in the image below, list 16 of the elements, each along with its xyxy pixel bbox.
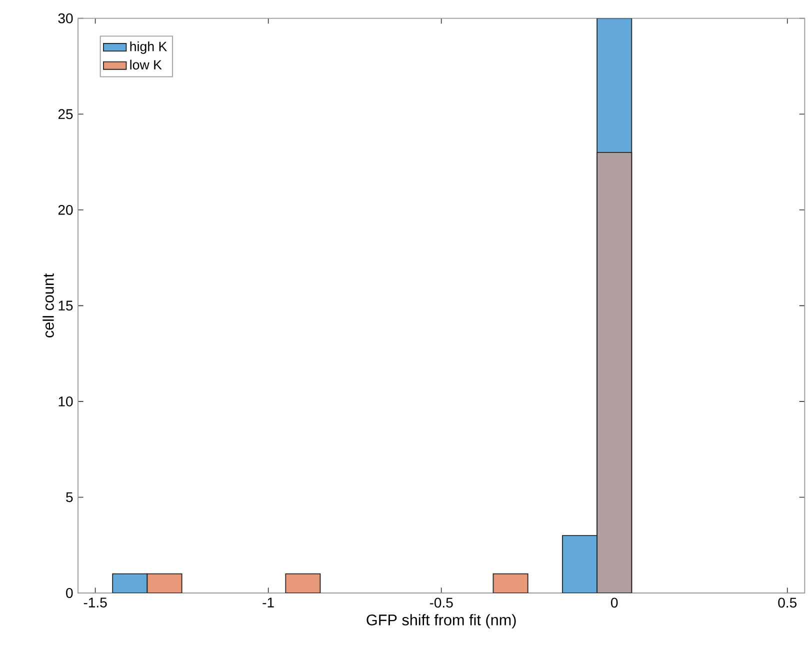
y-tick-label: 30: [58, 13, 73, 24]
x-tick-label: 0.5: [778, 598, 797, 608]
y-tick-label: 5: [66, 492, 73, 502]
y-tick-label: 10: [58, 396, 73, 406]
y-tick-label: 0: [66, 588, 73, 598]
legend-label: low K: [130, 60, 162, 70]
x-tick-label: -1.5: [84, 598, 107, 608]
y-tick-label: 25: [58, 109, 73, 120]
x-tick-label: -1: [262, 598, 274, 608]
y-axis-title: cell count: [42, 273, 54, 338]
x-tick-label: 0: [611, 598, 618, 608]
y-tick-label: 20: [58, 204, 73, 215]
y-tick-label: 15: [58, 300, 73, 311]
legend-label: high K: [130, 41, 167, 54]
x-axis-title: GFP shift from fit (nm): [366, 614, 516, 628]
x-tick-label: -0.5: [430, 598, 453, 608]
